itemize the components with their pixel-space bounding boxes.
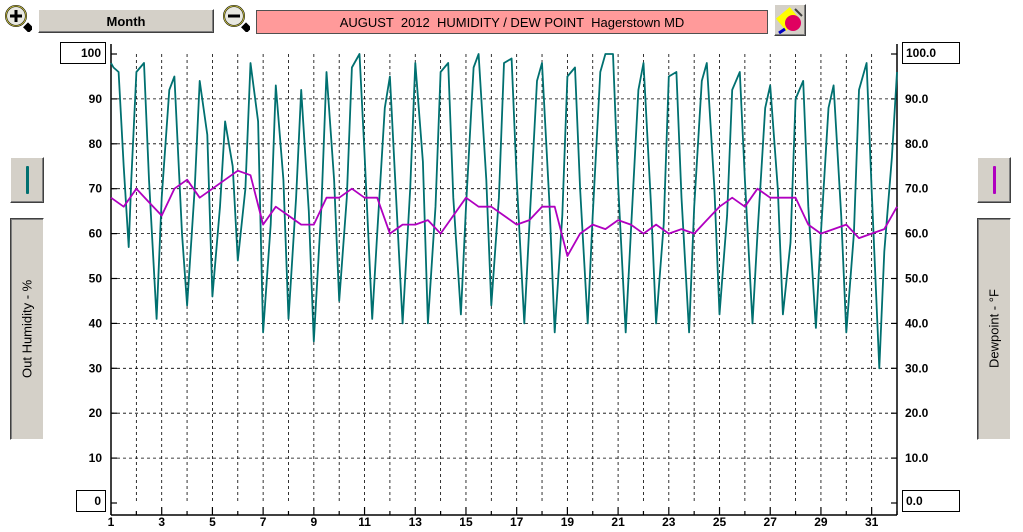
series-layer: [110, 53, 898, 370]
right-axis-min-box[interactable]: 0.0: [902, 490, 960, 512]
x-tick-label: 11: [358, 515, 371, 529]
right-axis-max-box[interactable]: 100.0: [902, 42, 960, 64]
color-picker-button[interactable]: [774, 4, 806, 36]
series-line-dewpoint: [110, 169, 898, 257]
humidity-line-icon: [25, 166, 29, 194]
zoom-in-icon: [5, 5, 34, 33]
y-tick-label-left: 10: [89, 451, 103, 465]
x-tick-label: 1: [108, 515, 115, 529]
tick-labels: 1 3 5 7 9 11 13 15 17 19 21 23 25 27 29 319080706050403…: [89, 92, 929, 529]
y-tick-label-right: 30.0: [905, 361, 929, 375]
zoom-out-button[interactable]: [222, 4, 252, 33]
y-tick-label-right: 90.0: [905, 92, 929, 106]
x-tick-label: 9: [310, 515, 317, 529]
color-picker-icon: [775, 7, 803, 35]
x-tick-label: 5: [209, 515, 216, 529]
zoom-in-button[interactable]: [4, 4, 34, 33]
y-tick-label-left: 70: [89, 182, 103, 196]
dewpoint-line-icon: [992, 166, 996, 194]
y-tick-label-left: 60: [89, 227, 103, 241]
y-tick-label-right: 40.0: [905, 316, 929, 330]
range-select-button[interactable]: Month: [38, 9, 214, 33]
dewpoint-color-swatch[interactable]: [977, 157, 1011, 203]
y-tick-label-right: 70.0: [905, 182, 929, 196]
x-tick-label: 13: [409, 515, 423, 529]
x-tick-label: 19: [561, 515, 575, 529]
grid: [111, 54, 898, 503]
axes: [110, 44, 898, 516]
x-tick-label: 7: [260, 515, 267, 529]
y-tick-label-right: 60.0: [905, 227, 929, 241]
x-tick-label: 23: [662, 515, 676, 529]
y-tick-label-left: 80: [89, 137, 103, 151]
y-tick-label-left: 40: [89, 316, 103, 330]
y-tick-label-right: 80.0: [905, 137, 929, 151]
x-tick-label: 15: [459, 515, 473, 529]
y-tick-label-right: 50.0: [905, 272, 929, 286]
y-tick-label-right: 20.0: [905, 406, 929, 420]
x-tick-label: 17: [510, 515, 524, 529]
x-tick-label: 29: [814, 515, 828, 529]
series-line-humidity: [110, 53, 898, 370]
y-tick-label-left: 30: [89, 361, 103, 375]
y-tick-label-left: 20: [89, 406, 103, 420]
y-tick-label-left: 50: [89, 272, 103, 286]
x-tick-label: 31: [865, 515, 879, 529]
x-tick-label: 3: [158, 515, 165, 529]
y-tick-label-left: 90: [89, 92, 103, 106]
x-tick-label: 25: [713, 515, 727, 529]
left-axis-min-box[interactable]: 0: [76, 490, 106, 512]
left-axis-max-box[interactable]: 100: [60, 42, 106, 64]
y-tick-label-right: 10.0: [905, 451, 929, 465]
x-tick-label: 27: [764, 515, 778, 529]
chart-title: AUGUST 2012 HUMIDITY / DEW POINT Hagerst…: [256, 10, 768, 34]
zoom-out-icon: [223, 5, 252, 33]
x-tick-label: 21: [611, 515, 625, 529]
humidity-color-swatch[interactable]: [10, 157, 44, 203]
